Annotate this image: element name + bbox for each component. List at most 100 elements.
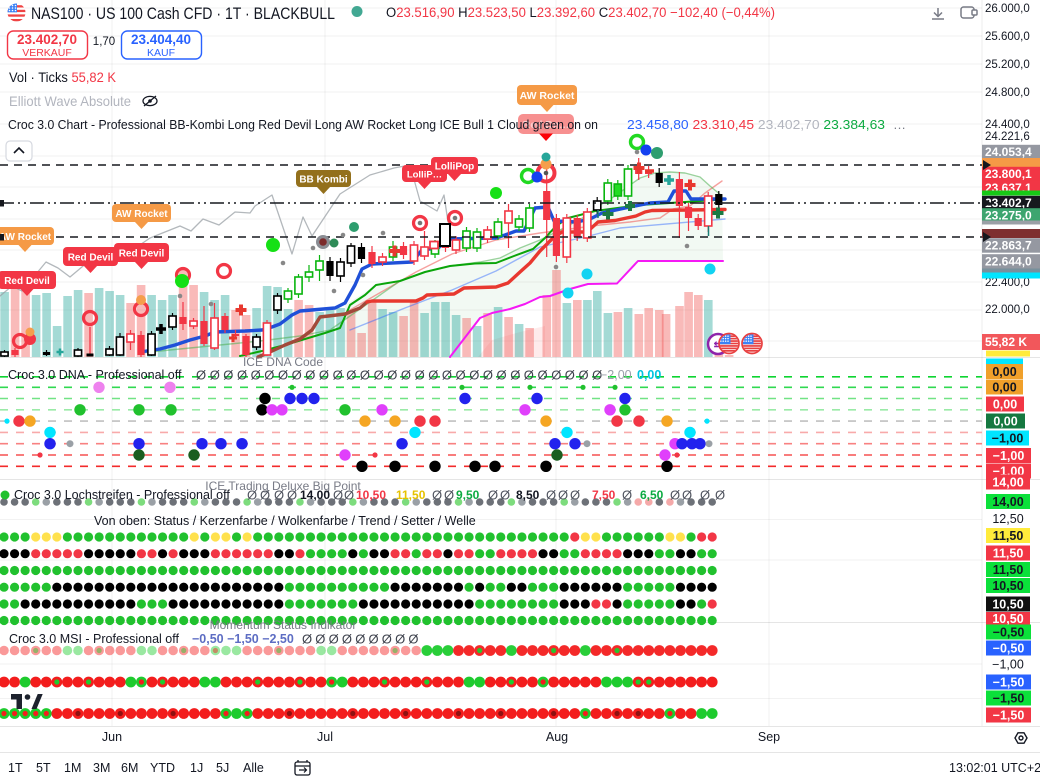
svg-text:11,50: 11,50 <box>993 529 1024 543</box>
svg-text:VERKAUF: VERKAUF <box>22 47 72 59</box>
svg-text:5T: 5T <box>36 761 51 775</box>
svg-text:AW Rocket: AW Rocket <box>520 90 575 102</box>
svg-text:Ø: Ø <box>196 368 206 383</box>
svg-text:24.221,6: 24.221,6 <box>985 131 1030 143</box>
svg-text:AW Rocket: AW Rocket <box>115 209 168 220</box>
svg-text:Red Devil: Red Devil <box>4 276 50 287</box>
svg-text:7,50: 7,50 <box>592 488 616 502</box>
svg-text:Ø: Ø <box>715 488 725 503</box>
svg-text:0,00: 0,00 <box>992 365 1016 379</box>
svg-text:Ø: Ø <box>500 488 510 503</box>
svg-text:Ø: Ø <box>483 368 493 383</box>
svg-text:−0,50: −0,50 <box>993 625 1025 639</box>
svg-text:Ø: Ø <box>558 488 568 503</box>
svg-text:Ø: Ø <box>538 368 548 383</box>
svg-text:AW Rocket: AW Rocket <box>0 232 52 243</box>
svg-text:Von oben: Status / Kerzenfarbe: Von oben: Status / Kerzenfarbe / Wolkenf… <box>94 514 476 528</box>
svg-text:Elliott Wave Absolute: Elliott Wave Absolute <box>9 93 131 109</box>
svg-text:0,00: 0,00 <box>993 397 1017 411</box>
svg-text:Ø: Ø <box>510 368 520 383</box>
svg-text:Ø: Ø <box>401 368 411 383</box>
svg-text:Ø: Ø <box>247 488 257 503</box>
svg-text:22.644,0: 22.644,0 <box>985 255 1032 269</box>
svg-text:LolliPop: LolliPop <box>435 161 474 172</box>
svg-text:−1,50: −1,50 <box>993 708 1025 722</box>
svg-text:Ø: Ø <box>382 632 392 647</box>
svg-text:−1,50: −1,50 <box>993 691 1025 705</box>
svg-text:24.800,0: 24.800,0 <box>985 87 1030 99</box>
svg-text:Ø: Ø <box>237 368 247 383</box>
svg-text:13:02:01 UTC+2: 13:02:01 UTC+2 <box>949 761 1040 775</box>
svg-text:23.800,1: 23.800,1 <box>985 167 1032 181</box>
svg-text:Ø: Ø <box>260 488 270 503</box>
svg-text:Ø: Ø <box>333 368 343 383</box>
svg-text:6,50: 6,50 <box>640 488 664 502</box>
svg-text:Ø: Ø <box>278 368 288 383</box>
svg-text:11,50: 11,50 <box>993 546 1024 560</box>
svg-text:Ø: Ø <box>700 488 710 503</box>
svg-text:Ø: Ø <box>319 368 329 383</box>
svg-text:Ø: Ø <box>444 488 454 503</box>
svg-text:12,50: 12,50 <box>992 512 1023 526</box>
svg-text:6M: 6M <box>121 761 138 775</box>
svg-text:10,50: 10,50 <box>992 597 1023 611</box>
svg-text:Ø: Ø <box>469 368 479 383</box>
svg-text:23.404,40: 23.404,40 <box>131 32 191 47</box>
svg-text:14,00: 14,00 <box>300 488 330 502</box>
svg-text:11,50: 11,50 <box>396 488 426 502</box>
svg-text:Ø: Ø <box>305 368 315 383</box>
svg-text:14,00: 14,00 <box>992 495 1023 509</box>
svg-text:Ø: Ø <box>315 632 325 647</box>
svg-text:Sep: Sep <box>758 730 780 744</box>
svg-text:1,70: 1,70 <box>93 36 115 48</box>
svg-text:BB Kombi: BB Kombi <box>299 174 348 185</box>
svg-text:Red De…: Red De… <box>523 119 570 131</box>
svg-text:−1,00: −1,00 <box>993 449 1025 463</box>
svg-text:−1,50: −1,50 <box>993 675 1025 689</box>
svg-text:…: … <box>893 117 906 132</box>
svg-text:23.275,0: 23.275,0 <box>985 209 1032 223</box>
svg-text:Ø: Ø <box>551 368 561 383</box>
svg-text:Croc 3.0 Chart - Professional: Croc 3.0 Chart - Professional BB-Kombi L… <box>8 118 598 132</box>
svg-text:Ø: Ø <box>274 488 284 503</box>
svg-text:Ø: Ø <box>428 368 438 383</box>
svg-text:Ø: Ø <box>442 368 452 383</box>
svg-text:10,50: 10,50 <box>356 488 386 502</box>
svg-text:Ø: Ø <box>408 632 418 647</box>
svg-text:ICE Trading Deluxe Big Point: ICE Trading Deluxe Big Point <box>205 479 361 493</box>
svg-text:22.400,0: 22.400,0 <box>985 277 1030 289</box>
svg-text:9,50: 9,50 <box>456 488 480 502</box>
svg-text:23.458,80 23.310,45 23.402,70: 23.458,80 23.310,45 23.402,70 23.384,63 <box>627 117 885 132</box>
svg-text:Ø: Ø <box>264 368 274 383</box>
svg-text:25.200,0: 25.200,0 <box>985 59 1030 71</box>
svg-text:26.000,0: 26.000,0 <box>985 3 1030 15</box>
svg-text:Ø: Ø <box>292 368 302 383</box>
svg-text:Ø: Ø <box>302 632 312 647</box>
svg-text:Jun: Jun <box>102 730 122 744</box>
svg-text:23.402,70: 23.402,70 <box>17 32 77 47</box>
svg-text:−1,00: −1,00 <box>992 657 1024 671</box>
svg-text:Ø: Ø <box>570 488 580 503</box>
svg-text:10,50: 10,50 <box>992 579 1023 593</box>
svg-text:Ø: Ø <box>374 368 384 383</box>
svg-text:1J: 1J <box>190 761 203 775</box>
svg-text:Ø: Ø <box>592 368 602 383</box>
svg-text:Ø: Ø <box>670 488 680 503</box>
svg-text:Ø: Ø <box>369 632 379 647</box>
svg-text:YTD: YTD <box>150 761 175 775</box>
svg-text:−0,50: −0,50 <box>993 641 1025 655</box>
svg-text:5J: 5J <box>216 761 229 775</box>
svg-text:Ø: Ø <box>287 488 297 503</box>
svg-text:11,50: 11,50 <box>993 563 1024 577</box>
svg-text:0,00: 0,00 <box>992 380 1016 394</box>
svg-text:Alle: Alle <box>243 761 264 775</box>
svg-text:Ø: Ø <box>346 368 356 383</box>
svg-text:Ø: Ø <box>546 488 556 503</box>
svg-text:Ø: Ø <box>579 368 589 383</box>
svg-text:Ø: Ø <box>344 488 354 503</box>
svg-text:Croc 3.0 MSI - Professional of: Croc 3.0 MSI - Professional off <box>9 632 180 646</box>
svg-text:1M: 1M <box>64 761 81 775</box>
svg-text:O23.516,90 H23.523,50 L23.392,: O23.516,90 H23.523,50 L23.392,60 C23.402… <box>386 5 775 20</box>
svg-text:−1,00: −1,00 <box>992 431 1024 445</box>
svg-text:Ø: Ø <box>223 368 233 383</box>
